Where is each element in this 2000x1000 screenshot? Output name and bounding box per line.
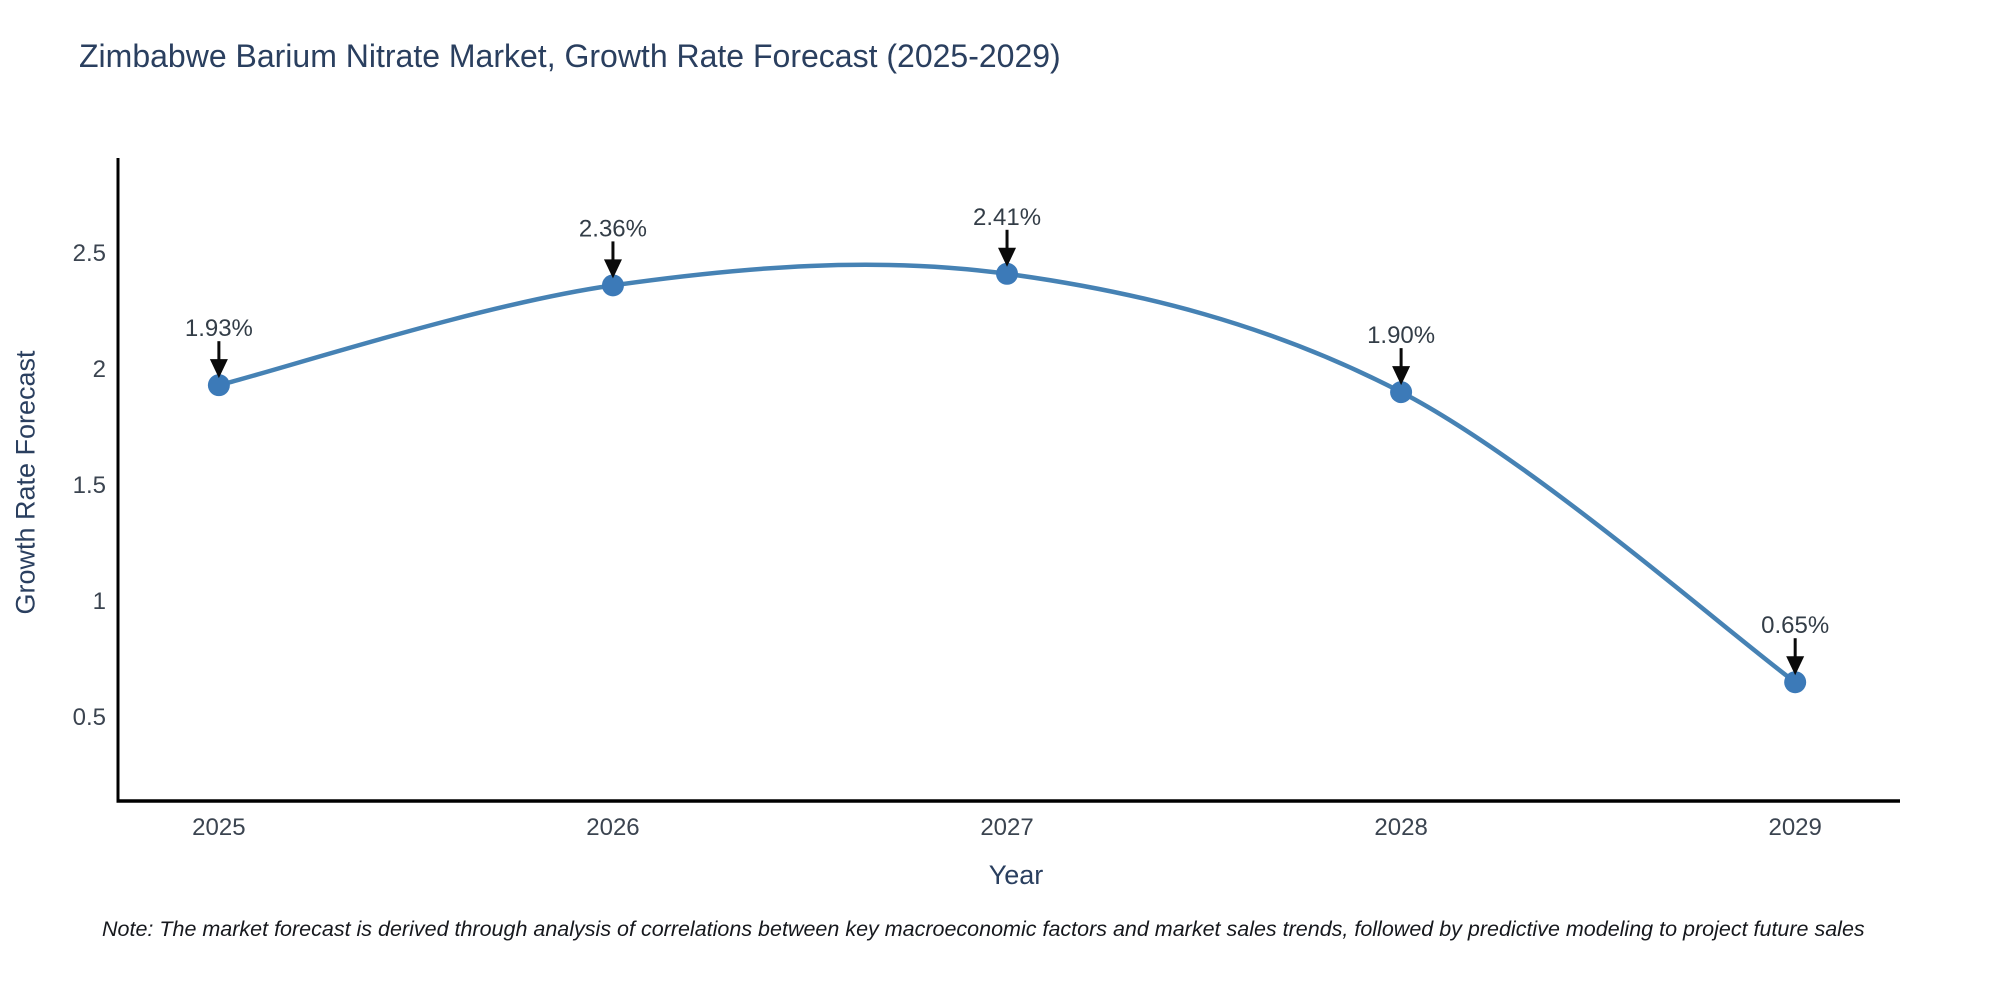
data-point-label: 2.36% — [579, 215, 647, 242]
x-axis-title: Year — [988, 860, 1044, 890]
y-tick-label: 2 — [93, 356, 106, 383]
forecast-line — [216, 262, 1798, 685]
data-point-marker — [207, 374, 230, 397]
annotation-arrow-head — [209, 359, 228, 379]
data-point-marker — [601, 274, 624, 297]
x-tick-label: 2025 — [192, 814, 245, 841]
annotation-arrow-head — [998, 247, 1017, 267]
footnote: Note: The market forecast is derived thr… — [102, 917, 1865, 941]
y-tick-label: 2.5 — [73, 240, 106, 267]
annotation-arrow-head — [1786, 656, 1805, 676]
data-point-label: 1.90% — [1367, 322, 1435, 349]
data-point-label: 1.93% — [185, 315, 253, 342]
chart-title: Zimbabwe Barium Nitrate Market, Growth R… — [79, 38, 1061, 74]
x-tick-label: 2027 — [980, 814, 1033, 841]
data-point-label: 0.65% — [1761, 612, 1829, 639]
annotation-arrow-head — [1392, 366, 1411, 386]
data-point-label: 2.41% — [973, 204, 1041, 231]
x-tick-label: 2029 — [1768, 814, 1821, 841]
x-tick-label: 2026 — [586, 814, 639, 841]
y-tick-label: 1.5 — [73, 472, 106, 499]
data-point-marker — [1390, 381, 1413, 404]
x-tick-label: 2028 — [1374, 814, 1427, 841]
y-tick-label: 0.5 — [73, 704, 106, 731]
annotation-arrow-head — [603, 259, 622, 279]
data-point-marker — [1784, 671, 1807, 694]
data-point-marker — [996, 262, 1019, 285]
y-tick-label: 1 — [93, 588, 106, 615]
